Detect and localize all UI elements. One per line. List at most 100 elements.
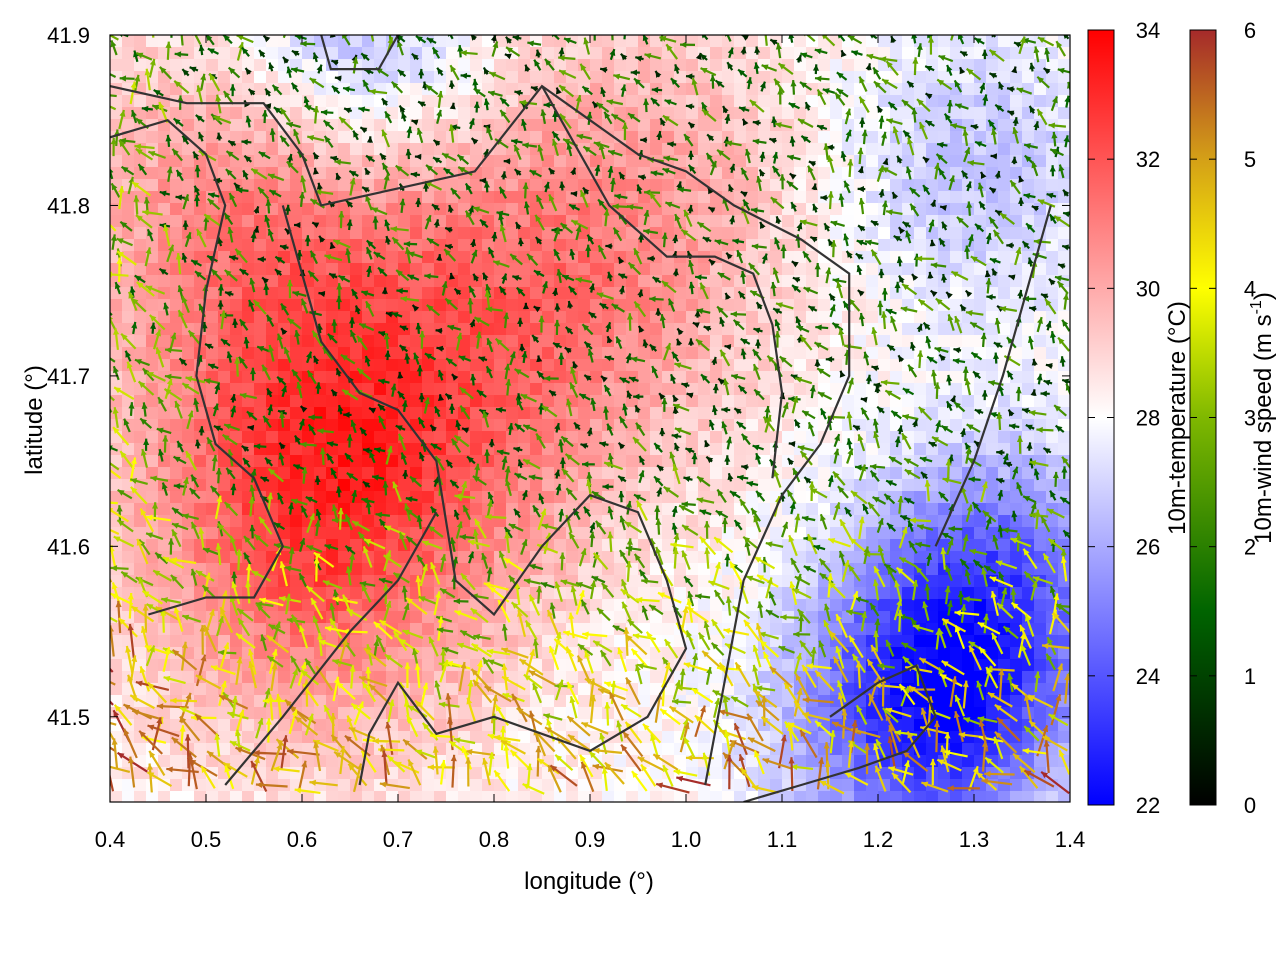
heatmap-cell	[326, 215, 339, 228]
heatmap-cell	[434, 299, 447, 312]
heatmap-cell	[830, 203, 843, 216]
heatmap-cell	[326, 179, 339, 192]
heatmap-cell	[818, 167, 831, 180]
heatmap-cell	[398, 779, 411, 792]
heatmap-cell	[506, 59, 519, 72]
heatmap-cell	[578, 119, 591, 132]
heatmap-cell	[386, 131, 399, 144]
heatmap-cell	[374, 107, 387, 120]
heatmap-cell	[590, 371, 603, 384]
heatmap-cell	[206, 227, 219, 240]
heatmap-cell	[218, 635, 231, 648]
heatmap-cell	[614, 155, 627, 168]
heatmap-cell	[278, 179, 291, 192]
heatmap-cell	[518, 179, 531, 192]
heatmap-cell	[854, 59, 867, 72]
heatmap-cell	[734, 551, 747, 564]
heatmap-cell	[806, 35, 819, 48]
heatmap-cell	[338, 335, 351, 348]
heatmap-cell	[770, 287, 783, 300]
heatmap-cell	[734, 95, 747, 108]
heatmap-cell	[206, 599, 219, 612]
heatmap-cell	[386, 191, 399, 204]
heatmap-cell	[410, 611, 423, 624]
heatmap-cell	[206, 755, 219, 768]
heatmap-cell	[578, 587, 591, 600]
heatmap-cell	[590, 83, 603, 96]
heatmap-cell	[806, 503, 819, 516]
heatmap-cell	[590, 35, 603, 48]
heatmap-cell	[686, 359, 699, 372]
heatmap-cell	[1022, 71, 1035, 84]
heatmap-cell	[338, 779, 351, 792]
heatmap-cell	[290, 107, 303, 120]
heatmap-cell	[350, 275, 363, 288]
heatmap-cell	[206, 143, 219, 156]
heatmap-cell	[338, 671, 351, 684]
heatmap-cell	[278, 683, 291, 696]
heatmap-cell	[602, 467, 615, 480]
heatmap-cell	[914, 383, 927, 396]
heatmap-cell	[554, 455, 567, 468]
heatmap-cell	[1034, 359, 1047, 372]
heatmap-cell	[674, 119, 687, 132]
heatmap-cell	[506, 263, 519, 276]
heatmap-cell	[986, 107, 999, 120]
heatmap-cell	[110, 95, 123, 108]
heatmap-cell	[998, 167, 1011, 180]
heatmap-cell	[878, 95, 891, 108]
heatmap-cell	[170, 323, 183, 336]
heatmap-cell	[614, 59, 627, 72]
heatmap-cell	[446, 755, 459, 768]
heatmap-cell	[782, 635, 795, 648]
heatmap-cell	[1022, 371, 1035, 384]
heatmap-cell	[974, 119, 987, 132]
heatmap-cell	[638, 95, 651, 108]
heatmap-cell	[794, 359, 807, 372]
heatmap-cell	[242, 347, 255, 360]
heatmap-cell	[434, 527, 447, 540]
heatmap-cell	[830, 563, 843, 576]
heatmap-cell	[734, 227, 747, 240]
heatmap-cell	[134, 239, 147, 252]
heatmap-cell	[194, 275, 207, 288]
heatmap-cell	[314, 71, 327, 84]
heatmap-cell	[662, 179, 675, 192]
heatmap-cell	[902, 323, 915, 336]
heatmap-cell	[158, 491, 171, 504]
heatmap-cell	[218, 479, 231, 492]
heatmap-cell	[482, 479, 495, 492]
heatmap-cell	[794, 347, 807, 360]
heatmap-cell	[242, 71, 255, 84]
heatmap-cell	[266, 431, 279, 444]
heatmap-cell	[458, 83, 471, 96]
heatmap-cell	[626, 95, 639, 108]
heatmap-cell	[458, 467, 471, 480]
heatmap-cell	[602, 167, 615, 180]
heatmap-cell	[758, 323, 771, 336]
heatmap-cell	[746, 251, 759, 264]
heatmap-cell	[158, 635, 171, 648]
heatmap-cell	[302, 215, 315, 228]
heatmap-cell	[686, 47, 699, 60]
heatmap-cell	[674, 755, 687, 768]
heatmap-cell	[602, 503, 615, 516]
heatmap-cell	[818, 59, 831, 72]
heatmap-cell	[962, 335, 975, 348]
heatmap-cell	[998, 119, 1011, 132]
heatmap-cell	[950, 467, 963, 480]
heatmap-cell	[710, 467, 723, 480]
heatmap-cell	[1046, 227, 1059, 240]
heatmap-cell	[554, 599, 567, 612]
heatmap-cell	[470, 563, 483, 576]
heatmap-cell	[314, 299, 327, 312]
heatmap-cell	[734, 59, 747, 72]
heatmap-cell	[902, 719, 915, 732]
heatmap-cell	[350, 635, 363, 648]
heatmap-cell	[794, 35, 807, 48]
heatmap-cell	[122, 203, 135, 216]
heatmap-cell	[902, 599, 915, 612]
heatmap-cell	[866, 107, 879, 120]
heatmap-cell	[902, 479, 915, 492]
heatmap-cell	[506, 767, 519, 780]
